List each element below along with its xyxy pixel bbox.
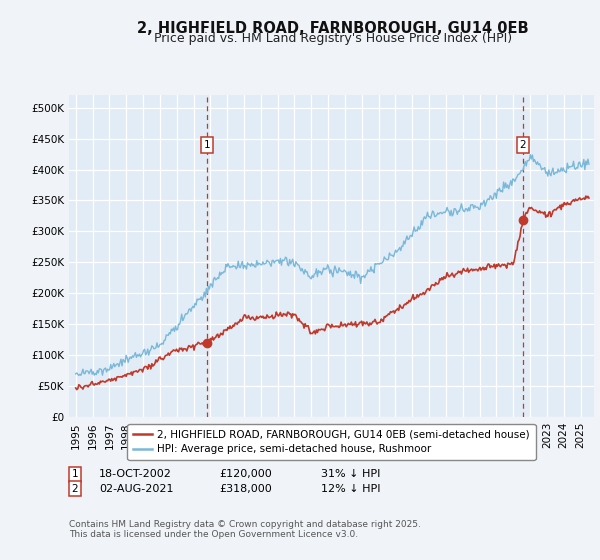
Text: 31% ↓ HPI: 31% ↓ HPI (321, 469, 380, 479)
Text: £318,000: £318,000 (219, 484, 272, 494)
Text: 12% ↓ HPI: 12% ↓ HPI (321, 484, 380, 494)
Text: 1: 1 (71, 469, 79, 479)
Text: 18-OCT-2002: 18-OCT-2002 (99, 469, 172, 479)
Text: £120,000: £120,000 (219, 469, 272, 479)
Legend: 2, HIGHFIELD ROAD, FARNBOROUGH, GU14 0EB (semi-detached house), HPI: Average pri: 2, HIGHFIELD ROAD, FARNBOROUGH, GU14 0EB… (127, 424, 536, 460)
Text: 2, HIGHFIELD ROAD, FARNBOROUGH, GU14 0EB: 2, HIGHFIELD ROAD, FARNBOROUGH, GU14 0EB (137, 21, 529, 36)
Text: 2: 2 (520, 140, 526, 150)
Text: Price paid vs. HM Land Registry's House Price Index (HPI): Price paid vs. HM Land Registry's House … (154, 32, 512, 45)
Text: 2: 2 (71, 484, 79, 494)
Text: 02-AUG-2021: 02-AUG-2021 (99, 484, 173, 494)
Text: Contains HM Land Registry data © Crown copyright and database right 2025.
This d: Contains HM Land Registry data © Crown c… (69, 520, 421, 539)
Text: 1: 1 (203, 140, 210, 150)
